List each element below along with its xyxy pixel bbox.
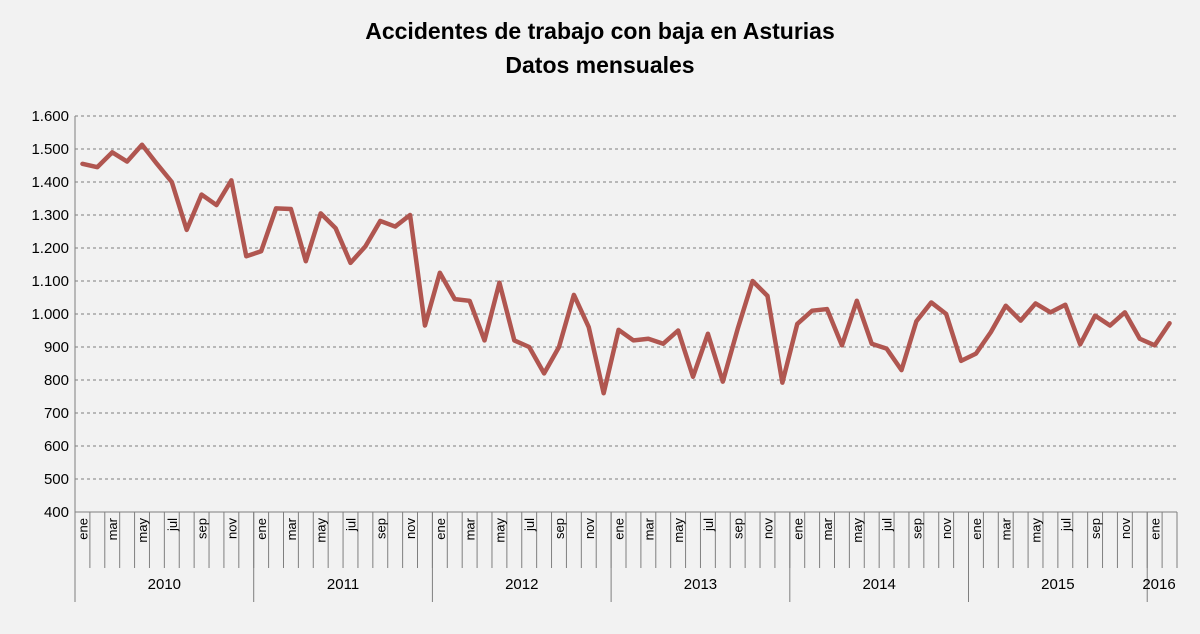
x-tick-label-month: nov — [582, 518, 597, 539]
x-tick-label-year: 2015 — [1041, 576, 1074, 593]
x-tick-label-month: jul — [880, 518, 895, 532]
x-tick-label-year: 2012 — [505, 576, 538, 593]
x-tick-label-month: nov — [760, 518, 775, 539]
y-tick-label: 600 — [44, 438, 69, 455]
series-line — [80, 142, 1172, 396]
x-tick-label-month: ene — [1148, 518, 1163, 540]
x-tick-label-month: nov — [403, 518, 418, 539]
x-tick-label-month: may — [850, 518, 865, 543]
x-tick-label-month: ene — [790, 518, 805, 540]
x-tick-label-month: jul — [1058, 518, 1073, 532]
x-tick-label-month: may — [135, 518, 150, 543]
chart-title-block: Accidentes de trabajo con baja en Asturi… — [0, 14, 1200, 82]
x-tick-label-month: sep — [909, 518, 924, 539]
y-tick-label: 1.400 — [31, 174, 69, 191]
x-tick-label-month: mar — [999, 517, 1014, 540]
x-tick-label-month: ene — [254, 518, 269, 540]
y-tick-label: 900 — [44, 339, 69, 356]
x-tick-label-month: sep — [731, 518, 746, 539]
x-tick-label-month: sep — [373, 518, 388, 539]
y-tick-label: 500 — [44, 471, 69, 488]
x-tick-label-month: sep — [195, 518, 210, 539]
y-tick-label: 1.500 — [31, 141, 69, 158]
x-tick-label-year: 2011 — [327, 576, 359, 593]
x-tick-label-month: ene — [433, 518, 448, 540]
x-tick-label-month: ene — [75, 518, 90, 540]
y-tick-label: 1.000 — [31, 306, 69, 323]
x-tick-label-month: jul — [522, 518, 537, 532]
x-tick-label-month: may — [314, 518, 329, 543]
x-tick-label-month: mar — [641, 517, 656, 540]
x-tick-label-month: may — [492, 518, 507, 543]
y-tick-label: 1.200 — [31, 240, 69, 257]
x-tick-label-month: nov — [224, 518, 239, 539]
y-tick-label: 400 — [44, 504, 69, 521]
x-tick-label-month: jul — [344, 518, 359, 532]
y-tick-label: 1.600 — [31, 108, 69, 125]
x-tick-label-year: 2014 — [862, 576, 895, 593]
x-tick-label-month: ene — [969, 518, 984, 540]
x-tick-label-month: nov — [939, 518, 954, 539]
x-tick-label-month: sep — [552, 518, 567, 539]
x-tick-label-month: may — [1029, 518, 1044, 543]
x-tick-label-month: mar — [463, 517, 478, 540]
x-tick-label-month: jul — [165, 518, 180, 532]
chart-title: Accidentes de trabajo con baja en Asturi… — [365, 18, 835, 44]
x-tick-label-month: mar — [105, 517, 120, 540]
x-tick-label-year: 2010 — [148, 576, 181, 593]
x-tick-label-month: nov — [1118, 518, 1133, 539]
y-tick-label: 800 — [44, 372, 69, 389]
chart-subtitle: Datos mensuales — [505, 52, 695, 78]
y-tick-label: 700 — [44, 405, 69, 422]
x-tick-label-month: jul — [701, 518, 716, 532]
x-tick-label-month: mar — [820, 517, 835, 540]
x-tick-label-month: sep — [1088, 518, 1103, 539]
y-tick-label: 1.300 — [31, 207, 69, 224]
x-tick-label-year: 2016 — [1142, 576, 1175, 593]
x-tick-label-year: 2013 — [684, 576, 717, 593]
x-tick-label-month: mar — [284, 517, 299, 540]
y-tick-label: 1.100 — [31, 273, 69, 290]
x-tick-label-month: ene — [612, 518, 627, 540]
x-tick-label-month: may — [671, 518, 686, 543]
